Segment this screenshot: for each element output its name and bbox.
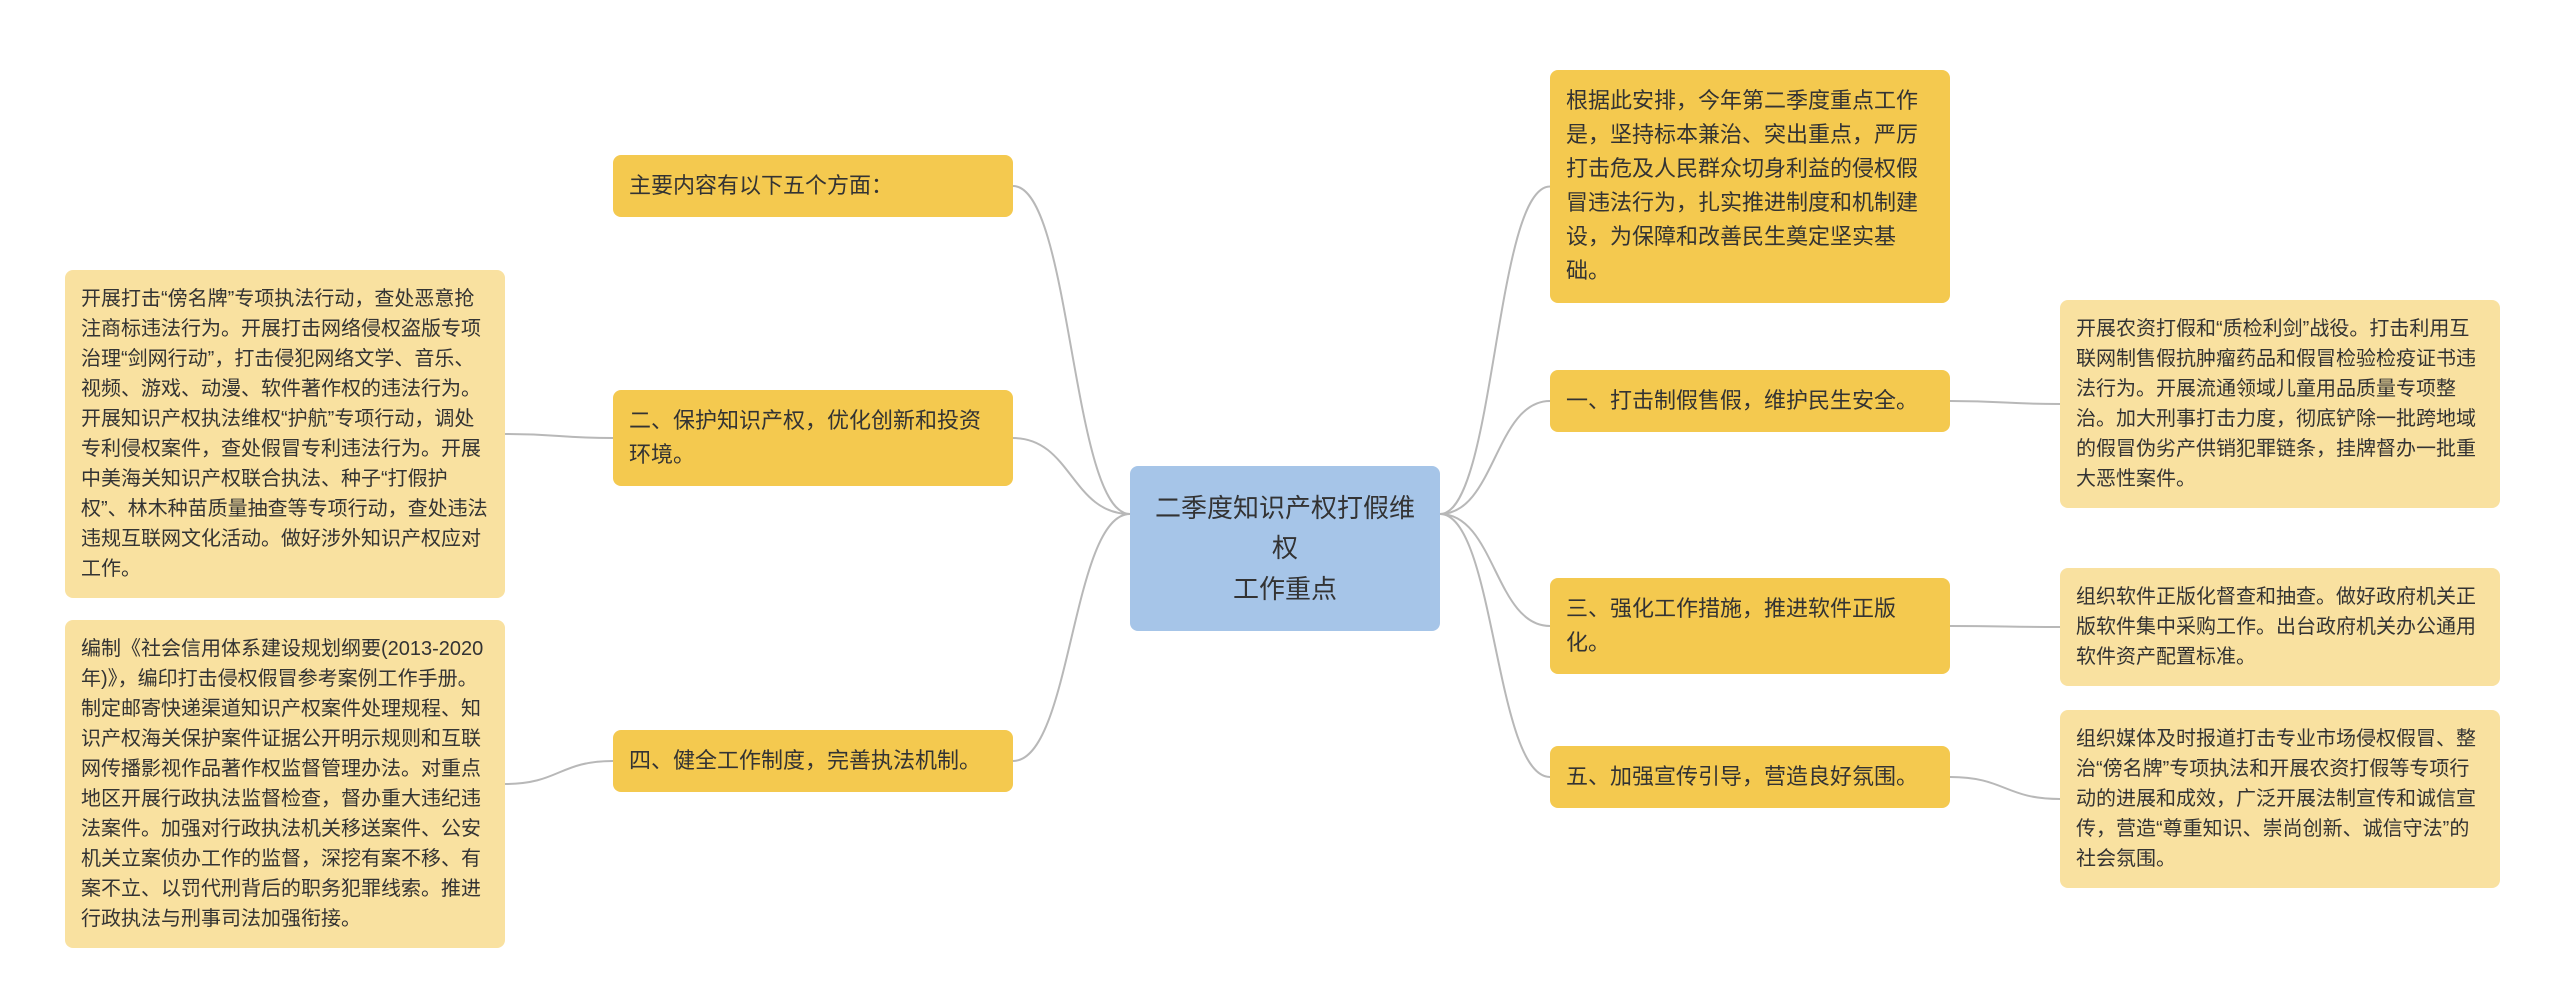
left-node-0: 主要内容有以下五个方面： bbox=[613, 155, 1013, 217]
right-node-2-child-0: 组织软件正版化督查和抽查。做好政府机关正版软件集中采购工作。出台政府机关办公通用… bbox=[2060, 568, 2500, 686]
right-node-3-child-0: 组织媒体及时报道打击专业市场侵权假冒、整治“傍名牌”专项执法和开展农资打假等专项… bbox=[2060, 710, 2500, 888]
root-node: 二季度知识产权打假维权工作重点 bbox=[1130, 466, 1440, 631]
right-node-0: 根据此安排，今年第二季度重点工作是，坚持标本兼治、突出重点，严厉打击危及人民群众… bbox=[1550, 70, 1950, 303]
left-node-1: 二、保护知识产权，优化创新和投资环境。 bbox=[613, 390, 1013, 486]
left-node-2-child-0: 编制《社会信用体系建设规划纲要(2013-2020年)》，编印打击侵权假冒参考案… bbox=[65, 620, 505, 948]
mindmap-stage: 二季度知识产权打假维权工作重点根据此安排，今年第二季度重点工作是，坚持标本兼治、… bbox=[0, 0, 2560, 997]
left-node-1-child-0: 开展打击“傍名牌”专项执法行动，查处恶意抢注商标违法行为。开展打击网络侵权盗版专… bbox=[65, 270, 505, 598]
left-node-2: 四、健全工作制度，完善执法机制。 bbox=[613, 730, 1013, 792]
right-node-2: 三、强化工作措施，推进软件正版化。 bbox=[1550, 578, 1950, 674]
right-node-3: 五、加强宣传引导，营造良好氛围。 bbox=[1550, 746, 1950, 808]
right-node-1: 一、打击制假售假，维护民生安全。 bbox=[1550, 370, 1950, 432]
right-node-1-child-0: 开展农资打假和“质检利剑”战役。打击利用互联网制售假抗肿瘤药品和假冒检验检疫证书… bbox=[2060, 300, 2500, 508]
